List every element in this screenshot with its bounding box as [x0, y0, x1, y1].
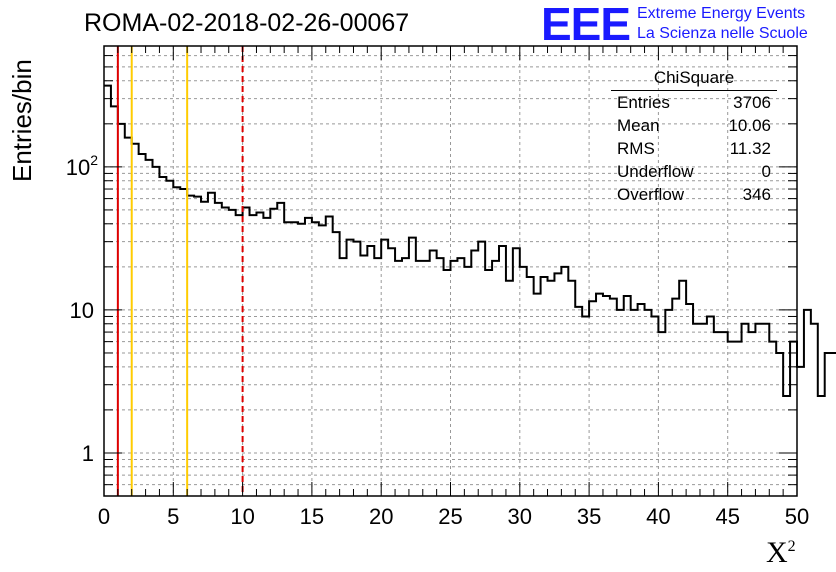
chart-title: ROMA-02-2018-02-26-00067	[84, 9, 410, 37]
stats-box: ChiSquare Entries 3706 Mean 10.06 RMS 11.32…	[611, 68, 777, 208]
x-tick-label: 30	[508, 504, 532, 529]
x-tick-label: 15	[300, 504, 324, 529]
x-tick-label: 0	[98, 504, 110, 529]
y-tick-label: 102	[66, 152, 98, 180]
y-axis-label: Entries/bin	[7, 59, 37, 182]
x-tick-label: 40	[646, 504, 670, 529]
y-tick-label: 10	[70, 298, 94, 323]
y-tick-label: 1	[82, 441, 94, 466]
x-tick-label: 20	[369, 504, 393, 529]
x-tick-label: 10	[230, 504, 254, 529]
logo-line-2: La Scienza nelle Scuole	[637, 25, 808, 42]
x-tick-label: 45	[715, 504, 739, 529]
x-tick-label: 50	[785, 504, 809, 529]
eee-logo: EEE	[541, 0, 631, 50]
stats-title: ChiSquare	[611, 68, 777, 91]
x-tick-label: 35	[577, 504, 601, 529]
histogram-line	[104, 84, 836, 398]
x-tick-label: 5	[167, 504, 179, 529]
x-axis-label: X2	[766, 536, 796, 569]
logo-line-1: Extreme Energy Events	[637, 5, 806, 22]
x-tick-label: 25	[438, 504, 462, 529]
